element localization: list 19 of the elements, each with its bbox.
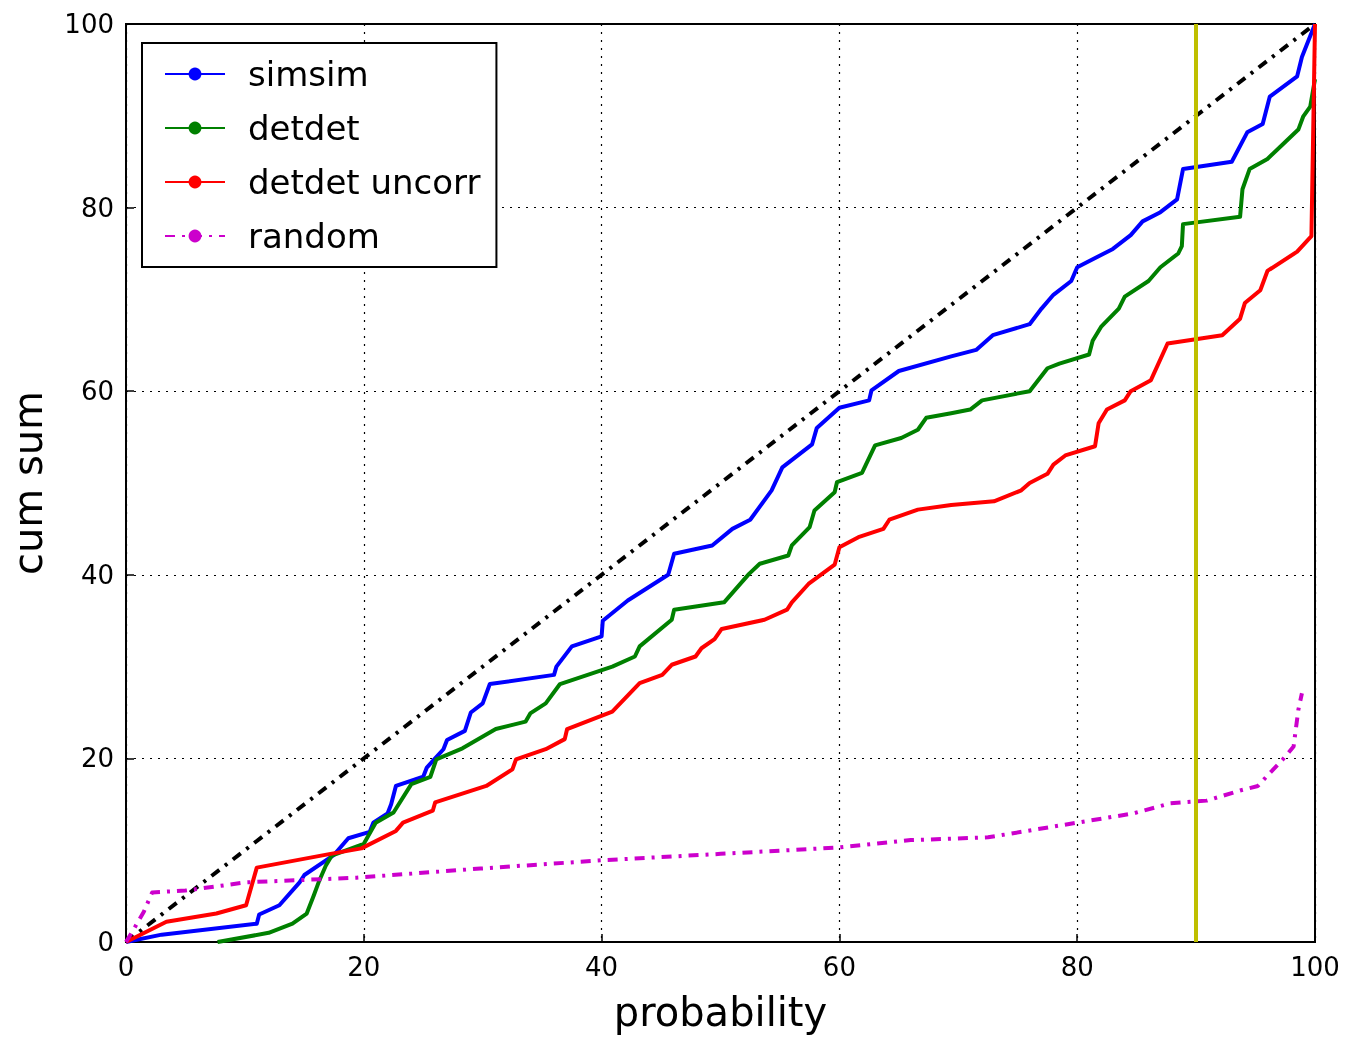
y-tick-label: 0 xyxy=(97,927,114,957)
legend-label: random xyxy=(248,216,380,256)
y-tick-label: 60 xyxy=(80,376,114,407)
y-tick-label: 100 xyxy=(64,9,114,39)
x-tick-label: 80 xyxy=(1060,952,1094,982)
x-tick-label: 100 xyxy=(1290,952,1340,982)
legend-label: simsim xyxy=(248,54,369,94)
y-tick-label: 20 xyxy=(80,743,114,774)
y-axis-title: cum sum xyxy=(5,390,51,576)
x-tick-label: 40 xyxy=(585,952,619,982)
y-tick-label: 40 xyxy=(80,559,114,590)
legend-label: detdet xyxy=(248,108,360,148)
x-tick-label: 0 xyxy=(117,952,135,982)
legend-label: detdet uncorr xyxy=(248,162,481,202)
x-axis-title: probability xyxy=(613,989,828,1035)
x-tick-label: 20 xyxy=(347,952,381,982)
line-series xyxy=(124,691,1304,944)
y-tick-label: 80 xyxy=(80,192,114,223)
x-tick-label: 60 xyxy=(822,952,856,982)
